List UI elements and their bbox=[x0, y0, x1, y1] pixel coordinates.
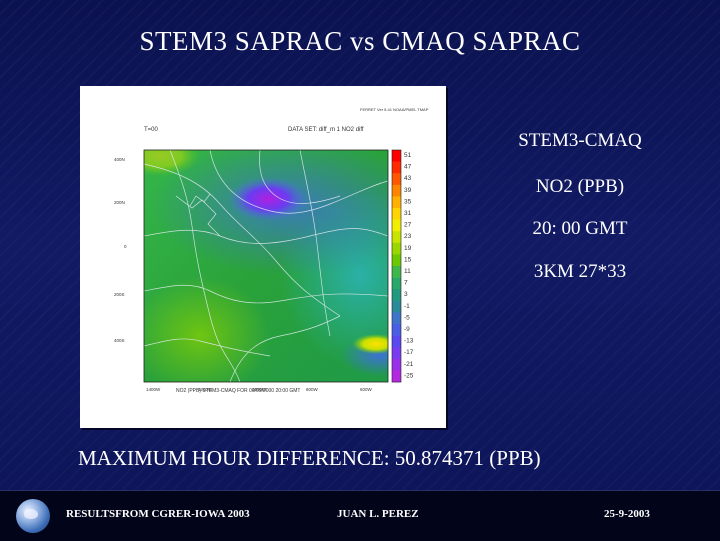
y-tick-label: 200N bbox=[114, 200, 125, 205]
max-hour-difference: MAXIMUM HOUR DIFFERENCE: 50.874371 (PPB) bbox=[78, 446, 541, 470]
y-tick-label: 400S bbox=[114, 338, 125, 343]
colorbar-swatch bbox=[392, 219, 401, 232]
colorbar-swatch bbox=[392, 312, 401, 325]
colorbar-label: 19 bbox=[404, 245, 412, 252]
map-plot: T=00 DATA SET: diff_m 1 NO2 diff FERRET … bbox=[114, 107, 429, 394]
x-tick-label: 1200W bbox=[198, 387, 213, 392]
colorbar-swatch bbox=[392, 184, 401, 197]
colorbar-swatch bbox=[392, 324, 401, 336]
colorbar-label: 47 bbox=[404, 164, 412, 171]
figure-caption: NO2 (PPB) STEM3-CMAQ FOR 00/09/2000 20:0… bbox=[176, 388, 301, 394]
colorbar-swatch bbox=[392, 161, 401, 174]
ferret-stamp: FERRET Ver 5.41 NOAA/PMEL TMAP bbox=[360, 107, 429, 112]
colorbar-swatch bbox=[392, 266, 401, 278]
slide-footer: RESULTSFROM CGRER-IOWA 2003 JUAN L. PERE… bbox=[0, 490, 720, 541]
slide-title: STEM3 SAPRAC vs CMAQ SAPRAC bbox=[139, 26, 581, 56]
colorbar-label: -9 bbox=[404, 326, 410, 333]
colorbar-swatch bbox=[392, 300, 401, 313]
colorbar-label: 39 bbox=[404, 187, 412, 194]
x-tick-label: 800W bbox=[306, 387, 319, 392]
colorbar-swatch bbox=[392, 231, 401, 244]
colorbar-swatch bbox=[392, 150, 401, 162]
x-tick-label: 1400W bbox=[146, 387, 161, 392]
colorbar-label: 31 bbox=[404, 210, 412, 217]
y-tick-label: 400N bbox=[114, 157, 125, 162]
colorbar-swatch bbox=[392, 277, 401, 290]
colorbar-label: 23 bbox=[404, 233, 412, 240]
y-tick-label: 0 bbox=[124, 244, 127, 249]
map-boundaries bbox=[144, 150, 388, 382]
colorbar-swatch bbox=[392, 196, 401, 209]
footer-source: RESULTSFROM CGRER-IOWA 2003 bbox=[66, 508, 250, 520]
colorbar-swatch bbox=[392, 173, 401, 186]
time-label: 20: 00 GMT bbox=[532, 218, 628, 239]
colorbar: 51 47 43 39 35 31 27 23 19 15 11 7 3 -1 -5 -9 -13 -17 -21 -… bbox=[391, 149, 414, 383]
colorbar-label: 43 bbox=[404, 175, 412, 182]
colorbar-label: 27 bbox=[404, 222, 412, 229]
colorbar-swatch bbox=[392, 242, 401, 255]
comparison-label: STEM3-CMAQ bbox=[518, 130, 642, 151]
y-tick-label: 200S bbox=[114, 292, 125, 297]
x-tick-label: 600W bbox=[360, 387, 373, 392]
colorbar-label: 3 bbox=[404, 291, 408, 298]
colorbar-label: 11 bbox=[404, 268, 411, 275]
map-field bbox=[144, 150, 388, 382]
figure-header-center: DATA SET: diff_m 1 NO2 diff bbox=[288, 127, 364, 133]
colorbar-label: 35 bbox=[404, 198, 412, 205]
colorbar-label: -1 bbox=[404, 303, 410, 310]
colorbar-swatch bbox=[392, 370, 401, 383]
colorbar-label: -5 bbox=[404, 314, 410, 321]
colorbar-label: -21 bbox=[404, 361, 414, 368]
grid-label: 3KM 27*33 bbox=[533, 261, 627, 282]
figure-header-left: T=00 bbox=[144, 127, 159, 133]
footer-author: JUAN L. PEREZ bbox=[337, 508, 419, 520]
colorbar-swatch bbox=[392, 208, 401, 220]
x-tick-label: 1000W bbox=[252, 387, 267, 392]
colorbar-label: -25 bbox=[404, 372, 414, 379]
colorbar-swatch bbox=[392, 335, 401, 348]
colorbar-swatch bbox=[392, 347, 401, 360]
colorbar-label: -17 bbox=[404, 349, 414, 356]
colorbar-swatch bbox=[392, 358, 401, 371]
colorbar-swatch bbox=[392, 254, 401, 267]
globe-icon bbox=[16, 499, 50, 533]
colorbar-label: 51 bbox=[404, 152, 412, 159]
colorbar-swatch bbox=[392, 289, 401, 302]
footer-date: 25-9-2003 bbox=[604, 508, 650, 520]
colorbar-label: 15 bbox=[404, 256, 412, 263]
no2-difference-map: T=00 DATA SET: diff_m 1 NO2 diff FERRET … bbox=[80, 86, 446, 428]
variable-label: NO2 (PPB) bbox=[535, 176, 625, 197]
colorbar-label: 7 bbox=[404, 280, 408, 287]
colorbar-label: -13 bbox=[404, 338, 414, 345]
